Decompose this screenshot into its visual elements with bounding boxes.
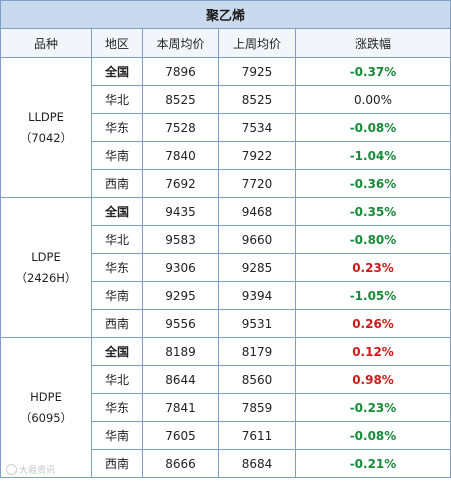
change-percent: -0.36%	[294, 169, 451, 198]
product-code: （7042）	[19, 130, 73, 145]
last-week-price: 8525	[218, 85, 296, 114]
last-week-price: 7611	[218, 421, 296, 450]
change-percent: -0.23%	[294, 393, 451, 422]
table-row: 西南 7692 7720 -0.36%	[1, 169, 451, 198]
table-row: 华南 9295 9394 -1.05%	[1, 281, 451, 310]
product-cell: LDPE （2426H）	[0, 197, 92, 338]
product-name: LDPE	[31, 249, 61, 264]
this-week-price: 9295	[142, 281, 219, 310]
change-percent: -1.04%	[294, 141, 451, 170]
change-percent: -0.21%	[294, 449, 451, 478]
table-row: 华东 7528 7534 -0.08%	[1, 113, 451, 142]
last-week-price: 8179	[218, 337, 296, 366]
change-percent: -0.08%	[294, 421, 451, 450]
table-row: 华北 9583 9660 -0.80%	[1, 225, 451, 254]
region-cell: 华北	[91, 365, 143, 394]
this-week-price: 8189	[142, 337, 219, 366]
last-week-price: 7922	[218, 141, 296, 170]
change-percent: 0.26%	[294, 309, 451, 338]
header-last-week: 上周均价	[218, 28, 296, 58]
product-cell: HDPE （6095）	[0, 337, 92, 478]
region-cell: 西南	[91, 169, 143, 198]
header-change: 涨跌幅	[294, 28, 451, 58]
watermark-text: 大易资讯	[19, 466, 56, 476]
product-name: HDPE	[30, 389, 62, 404]
header-region: 地区	[91, 28, 143, 58]
this-week-price: 9583	[142, 225, 219, 254]
header-this-week: 本周均价	[142, 28, 219, 58]
change-percent: -0.37%	[294, 57, 451, 86]
region-cell: 华南	[91, 421, 143, 450]
this-week-price: 7896	[142, 57, 219, 86]
region-cell: 华南	[91, 141, 143, 170]
last-week-price: 8560	[218, 365, 296, 394]
table-row: HDPE （6095） 全国 8189 8179 0.12%	[0, 337, 451, 478]
last-week-price: 8684	[218, 449, 296, 478]
table-row: 华东 9306 9285 0.23%	[1, 253, 451, 282]
this-week-price: 8644	[142, 365, 219, 394]
table-row: 西南 8666 8684 -0.21%	[1, 449, 451, 478]
last-week-price: 7720	[218, 169, 296, 198]
header-row: 品种 地区 本周均价 上周均价 涨跌幅	[0, 28, 451, 58]
table-row: 华北 8525 8525 0.00%	[1, 85, 451, 114]
region-cell: 华北	[91, 85, 143, 114]
product-cell: LLDPE （7042）	[0, 57, 92, 198]
change-percent: -1.05%	[294, 281, 451, 310]
last-week-price: 7859	[218, 393, 296, 422]
product-name: LLDPE	[28, 109, 64, 124]
last-week-price: 9660	[218, 225, 296, 254]
change-percent: -0.80%	[294, 225, 451, 254]
region-cell: 华东	[91, 113, 143, 142]
watermark: 大易资讯	[6, 463, 55, 476]
last-week-price: 9468	[218, 197, 296, 226]
this-week-price: 9556	[142, 309, 219, 338]
region-cell: 华北	[91, 225, 143, 254]
this-week-price: 9306	[142, 253, 219, 282]
change-percent: 0.12%	[294, 337, 451, 366]
region-cell: 全国	[91, 337, 143, 366]
product-code: （6095）	[19, 410, 73, 425]
table-row: LLDPE （7042） 全国 7896 7925 -0.37%	[0, 57, 451, 198]
last-week-price: 9394	[218, 281, 296, 310]
title-row: 聚乙烯	[0, 0, 451, 29]
last-week-price: 7534	[218, 113, 296, 142]
table-title: 聚乙烯	[0, 0, 451, 29]
this-week-price: 8525	[142, 85, 219, 114]
this-week-price: 9435	[142, 197, 219, 226]
region-cell: 全国	[91, 57, 143, 86]
this-week-price: 7841	[142, 393, 219, 422]
last-week-price: 9285	[218, 253, 296, 282]
this-week-price: 7605	[142, 421, 219, 450]
table-row: 西南 9556 9531 0.26%	[1, 309, 451, 338]
region-cell: 西南	[91, 309, 143, 338]
header-product: 品种	[0, 28, 92, 58]
this-week-price: 7692	[142, 169, 219, 198]
change-percent: 0.23%	[294, 253, 451, 282]
change-percent: -0.35%	[294, 197, 451, 226]
table-row: LDPE （2426H） 全国 9435 9468 -0.35%	[0, 197, 451, 338]
change-percent: 0.98%	[294, 365, 451, 394]
product-code: （2426H）	[15, 270, 77, 285]
table-row: 华南 7605 7611 -0.08%	[1, 421, 451, 450]
region-cell: 华南	[91, 281, 143, 310]
this-week-price: 8666	[142, 449, 219, 478]
region-cell: 全国	[91, 197, 143, 226]
this-week-price: 7528	[142, 113, 219, 142]
region-cell: 华东	[91, 253, 143, 282]
last-week-price: 9531	[218, 309, 296, 338]
region-cell: 华东	[91, 393, 143, 422]
region-cell: 西南	[91, 449, 143, 478]
watermark-logo-icon	[6, 464, 17, 475]
table-row: 华南 7840 7922 -1.04%	[1, 141, 451, 170]
this-week-price: 7840	[142, 141, 219, 170]
change-percent: 0.00%	[294, 85, 451, 114]
last-week-price: 7925	[218, 57, 296, 86]
change-percent: -0.08%	[294, 113, 451, 142]
